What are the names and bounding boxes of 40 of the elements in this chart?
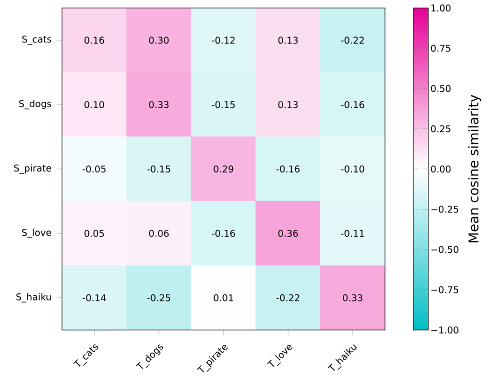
data-label: 0.29 [214, 165, 234, 173]
data-label: 0.16 [84, 36, 104, 44]
data-label: 0.10 [84, 101, 104, 108]
color-bar-title: Mean cosine similarity [468, 94, 482, 242]
data-label: -0.11 [341, 230, 364, 237]
data-label: -0.22 [341, 36, 364, 44]
y-tick-label: S_haiku [16, 293, 51, 302]
y-tick-label: S_love [22, 228, 52, 238]
data-label: 0.05 [84, 230, 104, 237]
y-tick-label: S_cats [22, 36, 52, 45]
data-label: -0.16 [276, 165, 300, 173]
color-bar-label: −0.25 [431, 206, 458, 213]
color-bar-label: −0.50 [431, 246, 458, 254]
data-label: -0.16 [212, 230, 235, 237]
color-bar-label: 0.00 [431, 165, 451, 173]
data-label: 0.13 [278, 101, 298, 108]
color-bar-label: 0.50 [431, 84, 451, 92]
data-label: 0.36 [278, 230, 298, 237]
data-label: 0.01 [214, 294, 234, 302]
data-label: -0.22 [276, 294, 300, 302]
color-bar-label: 0.75 [431, 44, 450, 52]
data-label: -0.15 [212, 101, 235, 108]
data-label: -0.10 [341, 165, 364, 173]
data-label: -0.12 [212, 36, 235, 44]
color-bar-label: −1.00 [431, 326, 458, 334]
data-label: 0.06 [149, 230, 169, 237]
data-label: 0.33 [149, 101, 169, 108]
data-label: 0.30 [149, 36, 169, 44]
data-label: -0.14 [82, 294, 106, 302]
color-bar-label: 0.25 [431, 125, 450, 132]
y-tick-label: S_dogs [19, 100, 52, 110]
data-label: -0.15 [147, 165, 170, 173]
y-tick-label: S_pirate [14, 164, 52, 174]
data-label: -0.16 [341, 101, 364, 108]
data-label: 0.33 [342, 294, 362, 302]
color-bar-label: −0.75 [431, 286, 458, 294]
data-label: 0.13 [278, 36, 298, 44]
data-label: -0.25 [147, 294, 170, 302]
data-label: -0.05 [82, 165, 106, 173]
color-bar-label: 1.00 [431, 4, 451, 12]
